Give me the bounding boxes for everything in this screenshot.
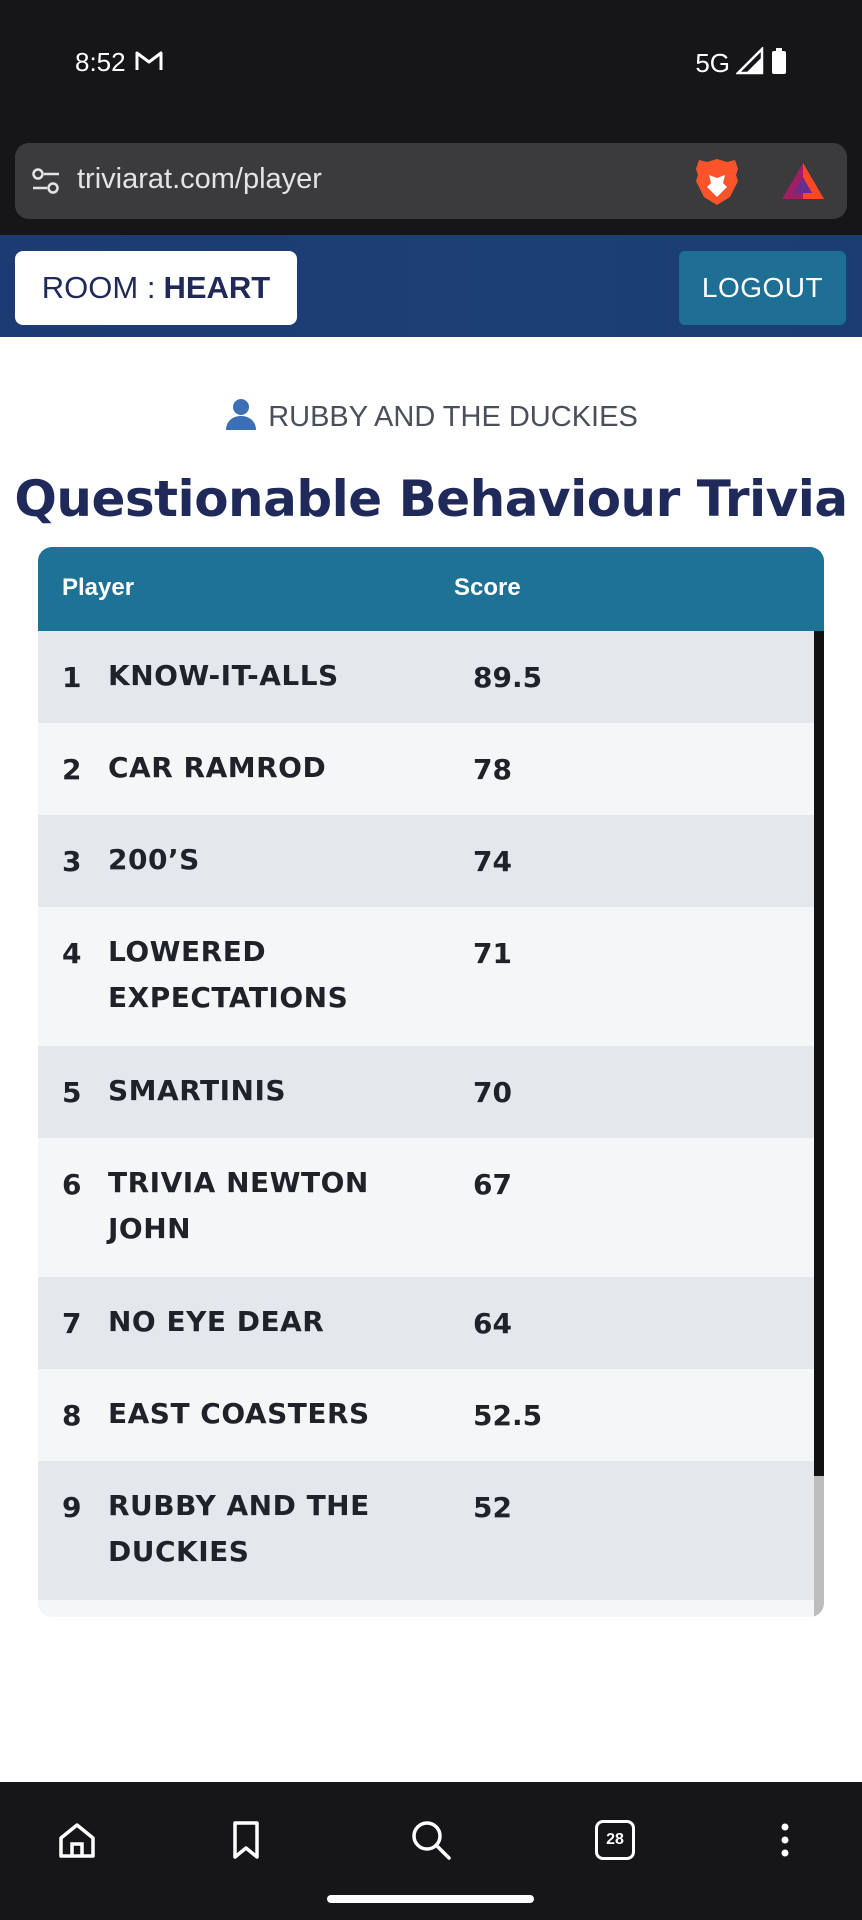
row-score: 89.5 — [473, 661, 543, 694]
column-header-player: Player — [62, 574, 135, 601]
user-icon — [224, 396, 258, 438]
table-row: 3 200’S 74 — [38, 815, 814, 907]
search-icon[interactable] — [401, 1810, 461, 1870]
gmail-icon — [135, 50, 163, 76]
row-score: 64 — [473, 1307, 512, 1340]
table-row: 2 CAR RAMROD 78 — [38, 723, 814, 815]
team-name: RUBBY AND THE DUCKIES — [268, 400, 638, 433]
browser-bottom-bar: 28 — [0, 1782, 862, 1920]
row-rank: 2 — [62, 753, 82, 786]
table-row: 5 SMARTINIS 70 — [38, 1046, 814, 1138]
status-bar: 8:52 5G — [0, 0, 862, 130]
row-score: 52 — [473, 1491, 512, 1524]
brave-shields-icon[interactable] — [695, 157, 739, 211]
row-player: SMARTINIS — [108, 1074, 287, 1107]
app-header: ROOM : HEART LOGOUT — [0, 235, 862, 337]
row-rank: 1 — [62, 661, 82, 694]
row-rank: 7 — [62, 1307, 82, 1340]
page-title: Questionable Behaviour Trivia — [14, 470, 848, 528]
team-indicator: RUBBY AND THE DUCKIES — [0, 396, 862, 438]
status-indicators: 5G — [695, 45, 788, 79]
row-rank: 9 — [62, 1491, 82, 1524]
table-row: 9 RUBBY AND THE DUCKIES 52 — [38, 1461, 814, 1600]
row-rank: 8 — [62, 1399, 82, 1432]
address-bar[interactable]: triviarat.com/player — [15, 143, 847, 219]
table-header: Player Score — [38, 547, 824, 631]
url-text[interactable]: triviarat.com/player — [77, 163, 322, 195]
row-player: KNOW-IT-ALLS — [108, 659, 339, 692]
row-player: TRIVIA NEWTON JOHN — [108, 1166, 369, 1245]
home-icon[interactable] — [47, 1810, 107, 1870]
brave-rewards-icon[interactable] — [780, 161, 826, 205]
room-name: HEART — [163, 270, 271, 305]
table-row: 4 LOWERED EXPECTATIONS 71 — [38, 907, 814, 1046]
table-scrollbar-thumb[interactable] — [814, 631, 824, 1476]
home-indicator[interactable] — [327, 1895, 534, 1903]
row-score: 70 — [473, 1076, 512, 1109]
row-score: 74 — [473, 845, 512, 878]
table-row: 6 TRIVIA NEWTON JOHN 67 — [38, 1138, 814, 1277]
row-rank: 4 — [62, 937, 82, 970]
tabs-icon[interactable]: 28 — [585, 1810, 645, 1870]
row-player: LOWERED EXPECTATIONS — [108, 935, 349, 1014]
row-score: 78 — [473, 753, 512, 786]
site-settings-icon[interactable] — [31, 166, 61, 200]
browser-toolbar: triviarat.com/player — [0, 130, 862, 235]
table-row: 8 EAST COASTERS 52.5 — [38, 1369, 814, 1461]
logout-button[interactable]: LOGOUT — [679, 251, 846, 325]
battery-icon — [770, 47, 788, 79]
room-label: ROOM : — [41, 270, 156, 305]
bookmark-icon[interactable] — [216, 1810, 276, 1870]
row-player: RUBBY AND THE DUCKIES — [108, 1489, 370, 1568]
row-rank: 3 — [62, 845, 82, 878]
table-row: 7 NO EYE DEAR 64 — [38, 1277, 814, 1369]
column-header-score: Score — [454, 574, 521, 601]
row-score: 71 — [473, 937, 512, 970]
more-icon[interactable] — [755, 1810, 815, 1870]
row-player: NO EYE DEAR — [108, 1305, 325, 1338]
row-score: 52.5 — [473, 1399, 543, 1432]
row-rank: 6 — [62, 1168, 82, 1201]
row-player: CAR RAMROD — [108, 751, 327, 784]
row-score: 67 — [473, 1168, 512, 1201]
table-row: 1 KNOW-IT-ALLS 89.5 — [38, 631, 814, 723]
status-time: 8:52 — [75, 47, 126, 77]
row-player: EAST COASTERS — [108, 1397, 370, 1430]
row-rank: 5 — [62, 1076, 82, 1109]
leaderboard-table: Player Score 1 KNOW-IT-ALLS 89.5 2 CAR R… — [38, 547, 824, 1617]
tab-count: 28 — [595, 1820, 635, 1860]
room-indicator: ROOM : HEART — [15, 251, 297, 325]
signal-icon — [734, 45, 764, 79]
row-player: 200’S — [108, 843, 200, 876]
network-type: 5G — [695, 47, 730, 78]
